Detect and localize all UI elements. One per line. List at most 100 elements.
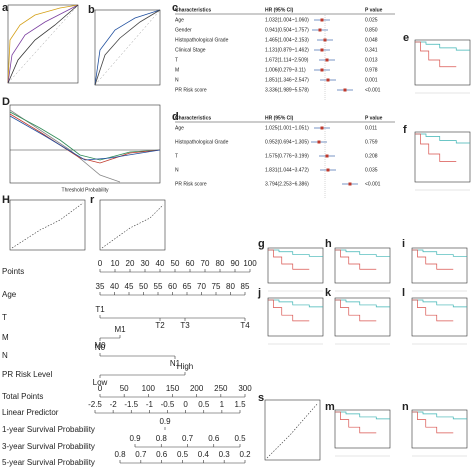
nomogram-tick-label: 40 xyxy=(110,282,119,291)
nomogram-label: Total Points xyxy=(2,392,43,401)
table-cell: PR Risk score xyxy=(175,87,207,93)
km-curve xyxy=(415,41,470,51)
nomogram-tick-label: 10 xyxy=(111,259,120,268)
table-cell: 1.006(0.279~3.11) xyxy=(265,67,306,73)
nomogram-tick-label: 1.5 xyxy=(234,400,246,409)
nomogram-tick-label: Low xyxy=(93,378,108,387)
table-cell: 0.013 xyxy=(365,57,378,63)
nomogram-tick-label: 0.2 xyxy=(239,450,251,459)
table-header: Characteristics xyxy=(175,115,211,121)
panel-label: D xyxy=(2,96,10,108)
panel-label: h xyxy=(325,238,332,250)
nomogram-tick-label: -0.5 xyxy=(161,400,175,409)
hr-point xyxy=(320,68,324,72)
table-cell: 1.032(1.004~1.060) xyxy=(265,17,309,23)
km-curve xyxy=(335,299,390,308)
km-curve xyxy=(412,411,467,420)
nomogram-tick-label: 0 xyxy=(98,259,103,268)
km-curve xyxy=(412,411,454,434)
hr-point xyxy=(320,48,324,52)
table-cell: M xyxy=(175,67,179,73)
nomogram-tick-label: 90 xyxy=(231,259,240,268)
nomogram-tick-label: T3 xyxy=(180,321,190,330)
nomogram-tick-label: 30 xyxy=(141,259,150,268)
nomogram-tick-label: N1 xyxy=(170,359,181,368)
nomogram-tick-label: 100 xyxy=(142,384,156,393)
table-cell: 0.208 xyxy=(365,153,378,159)
panel-label: c xyxy=(172,2,178,14)
nomogram-tick-label: 0.4 xyxy=(198,450,210,459)
table-cell: Age xyxy=(175,125,184,131)
panel-label: a xyxy=(2,2,9,14)
km-curve xyxy=(412,249,467,257)
table-cell: Clinical Stage xyxy=(175,47,206,53)
hr-point xyxy=(318,28,322,32)
km-frame xyxy=(267,297,324,337)
panel-label: r xyxy=(90,194,95,206)
nomogram-tick-label: 65 xyxy=(183,282,192,291)
km-curve xyxy=(268,299,323,308)
km-curve xyxy=(415,133,470,144)
table-cell: N xyxy=(175,167,179,173)
panel-label: n xyxy=(402,401,409,413)
hr-point xyxy=(343,88,347,92)
table-header: P value xyxy=(365,115,383,121)
nomogram-label: T xyxy=(2,313,7,322)
nomogram-tick-label: T2 xyxy=(155,321,165,330)
nomogram-tick-label: 75 xyxy=(212,282,221,291)
nomogram-label: N xyxy=(2,351,8,360)
km-curve xyxy=(415,41,457,68)
nomogram-tick-label: N0 xyxy=(95,343,106,352)
nomogram-tick-label: 0 xyxy=(183,400,188,409)
panel-label: m xyxy=(325,401,335,413)
table-cell: 1.575(0.776~3.199) xyxy=(265,153,309,159)
km-frame xyxy=(411,297,468,337)
nomogram-tick-label: M1 xyxy=(114,325,126,334)
table-cell: <0.001 xyxy=(365,181,381,187)
km-curve xyxy=(412,249,454,270)
nomogram-tick-label: 0.3 xyxy=(219,450,231,459)
km-curve xyxy=(412,299,454,322)
hr-point xyxy=(326,78,330,82)
km-frame xyxy=(411,247,468,284)
km-curve xyxy=(268,249,310,270)
table-cell: T xyxy=(175,153,178,159)
table-cell: 0.952(0.694~1.305) xyxy=(265,139,309,145)
hr-point xyxy=(325,154,329,158)
nomogram-tick-label: 0.9 xyxy=(129,434,141,443)
km-curve xyxy=(412,299,467,308)
nomogram-tick-label: 80 xyxy=(226,282,235,291)
nomogram-tick-label: 60 xyxy=(186,259,195,268)
content: a b c e Dd f H r g h i j k l s m n Threshold Probability C… xyxy=(2,2,471,467)
km-curve xyxy=(268,299,310,322)
nomogram-tick-label: 150 xyxy=(166,384,180,393)
nomogram-label: 3-year Survival Probability xyxy=(2,442,95,451)
table-cell: Histopathological Grade xyxy=(175,139,229,145)
nomogram-tick-label: High xyxy=(177,362,193,371)
nomogram-label: Age xyxy=(2,290,17,299)
km-frame xyxy=(334,409,391,449)
table-cell: 1.672(1.114~2.509) xyxy=(265,57,309,63)
panel-label: e xyxy=(403,32,409,44)
nomogram-tick-label: 0.5 xyxy=(234,434,246,443)
panel-label: d xyxy=(172,111,179,123)
nomogram-tick-label: -1 xyxy=(146,400,154,409)
nomogram-label: Linear Predictor xyxy=(2,408,59,417)
km-curve xyxy=(335,249,390,257)
nomogram-tick-label: M0 xyxy=(94,341,106,350)
table-cell: PR Risk score xyxy=(175,181,207,187)
nomogram-label: PR Risk Level xyxy=(2,370,52,379)
nomogram-tick-label: 0.5 xyxy=(177,450,189,459)
nomogram-tick-label: 45 xyxy=(125,282,134,291)
nomogram-tick-label: 0.9 xyxy=(159,417,171,426)
nomogram-tick-label: 200 xyxy=(190,384,204,393)
km-curve xyxy=(335,411,377,434)
table-cell: N xyxy=(175,77,179,83)
km-frame xyxy=(334,297,391,337)
km-frame xyxy=(414,39,471,86)
table-header: HR (95% CI) xyxy=(265,115,294,121)
nomogram-tick-label: 50 xyxy=(171,259,180,268)
hr-point xyxy=(317,140,321,144)
roc-panel xyxy=(7,4,79,84)
